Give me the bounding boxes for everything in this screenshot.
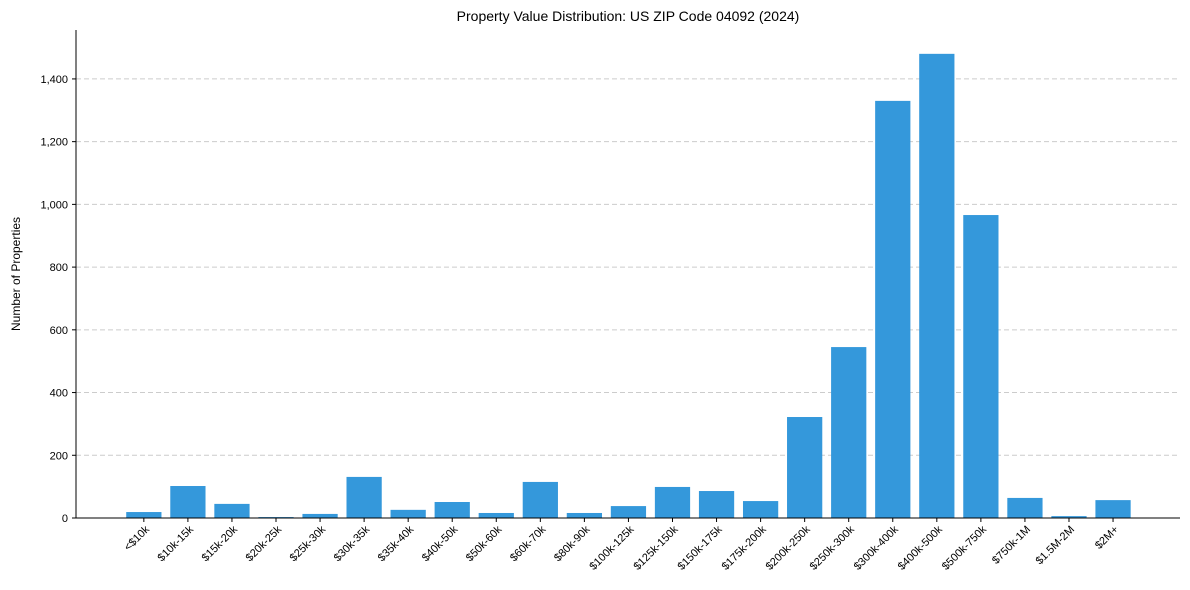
y-tick-label: 1,400 xyxy=(40,74,68,86)
y-tick-label: 600 xyxy=(50,325,68,337)
x-tick-label: $175k-200k xyxy=(720,523,769,572)
x-tick-label: $200k-250k xyxy=(764,523,813,572)
chart-title: Property Value Distribution: US ZIP Code… xyxy=(457,8,800,24)
x-tick-label: <$10k xyxy=(122,523,152,553)
x-tick-label: $35k-40k xyxy=(376,523,417,564)
x-tick-label: $80k-90k xyxy=(552,523,593,564)
bar xyxy=(170,486,206,518)
bar xyxy=(1007,497,1043,518)
y-tick-label: 1,000 xyxy=(40,199,68,211)
bar xyxy=(919,53,955,518)
x-tick-label: $2M+ xyxy=(1093,524,1121,552)
bar xyxy=(390,509,426,518)
bar xyxy=(654,486,691,518)
x-tick-label: $250k-300k xyxy=(808,523,857,572)
x-tick-label: $25k-30k xyxy=(288,523,329,564)
x-tick-label: $150k-175k xyxy=(676,523,725,572)
y-tick-label: 0 xyxy=(62,513,68,525)
bar xyxy=(214,503,250,518)
y-axis-label: Number of Properties xyxy=(9,217,23,331)
x-tick-label: $125k-150k xyxy=(631,523,680,572)
x-tick-label: $40k-50k xyxy=(420,523,461,564)
x-tick-label: $100k-125k xyxy=(587,523,636,572)
x-tick-label: $30k-35k xyxy=(332,523,373,564)
bar xyxy=(434,502,470,518)
y-tick-label: 1,200 xyxy=(40,137,68,149)
bar xyxy=(302,513,338,518)
bar xyxy=(875,100,911,518)
bar xyxy=(698,491,735,518)
bar xyxy=(126,512,162,518)
x-tick-label: $1.5M-2M xyxy=(1034,524,1078,568)
bar xyxy=(522,481,558,518)
bar xyxy=(1095,500,1131,518)
y-tick-label: 200 xyxy=(50,450,68,462)
bar xyxy=(346,476,382,518)
x-tick-label: $400k-500k xyxy=(896,523,945,572)
x-tick-label: $10k-15k xyxy=(156,523,197,564)
x-tick-label: $750k-1M xyxy=(990,524,1033,567)
x-tick-label: $500k-750k xyxy=(940,523,989,572)
bar xyxy=(831,347,867,518)
x-tick-label: $50k-60k xyxy=(464,523,505,564)
bar xyxy=(742,501,779,518)
bar xyxy=(1051,516,1087,518)
x-tick-label: $300k-400k xyxy=(852,523,901,572)
x-tick-label: $20k-25k xyxy=(244,523,285,564)
bar xyxy=(787,417,823,518)
x-tick-label: $15k-20k xyxy=(200,523,241,564)
bar xyxy=(963,215,999,518)
bar xyxy=(478,512,514,518)
y-tick-label: 400 xyxy=(50,388,68,400)
y-tick-label: 800 xyxy=(50,262,68,274)
bar xyxy=(566,512,603,518)
bar xyxy=(610,506,647,518)
x-tick-label: $60k-70k xyxy=(508,523,549,564)
